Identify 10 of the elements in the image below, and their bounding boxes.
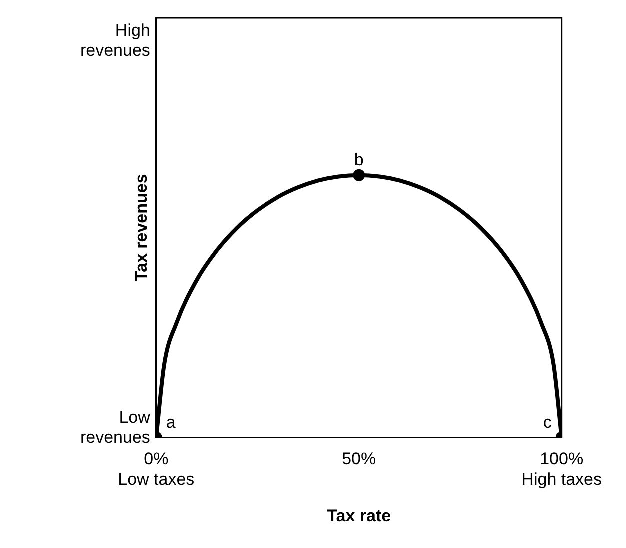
- x-tick-label: 0% Low taxes: [118, 450, 195, 490]
- x-axis-title: Tax rate: [327, 506, 392, 526]
- x-tick-label: 100% High taxes: [522, 450, 602, 490]
- annotation: b: [354, 150, 364, 170]
- text: Low revenues: [80, 408, 152, 447]
- annotation: c: [543, 412, 552, 432]
- annotation: a: [166, 412, 176, 432]
- x-tick-label: 50%: [342, 450, 376, 469]
- text: High revenues: [80, 21, 150, 60]
- y-axis-title: Tax revenues: [132, 174, 151, 282]
